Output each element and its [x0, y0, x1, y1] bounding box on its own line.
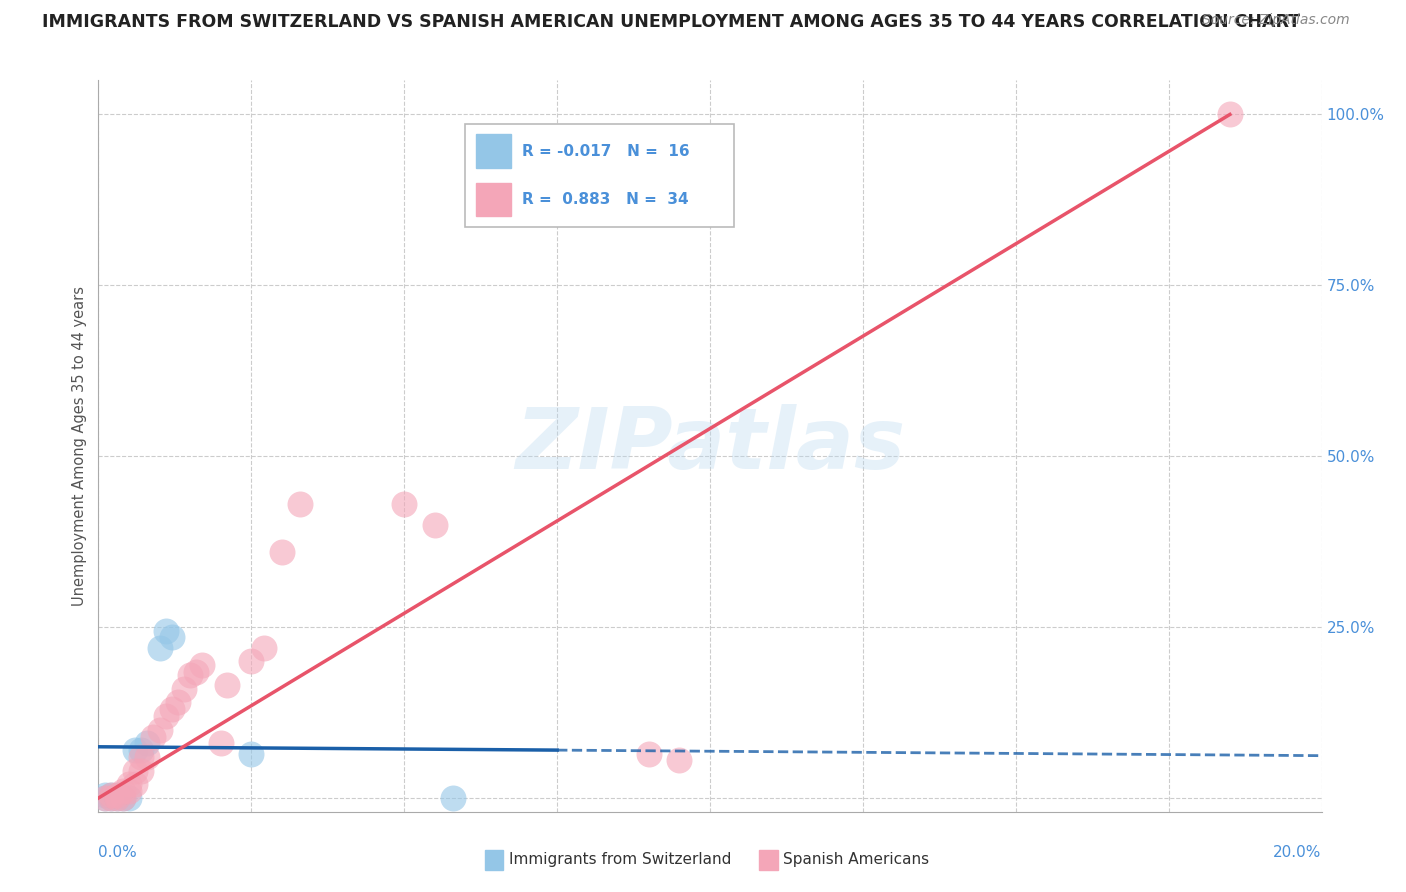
Point — [173, 681, 195, 696]
Point — [100, 788, 122, 802]
Point — [100, 788, 122, 802]
Text: IMMIGRANTS FROM SWITZERLAND VS SPANISH AMERICAN UNEMPLOYMENT AMONG AGES 35 TO 44: IMMIGRANTS FROM SWITZERLAND VS SPANISH A… — [42, 13, 1301, 31]
Point — [124, 777, 146, 791]
Point — [124, 764, 146, 778]
Point — [270, 545, 292, 559]
Point — [129, 764, 152, 778]
Point — [240, 654, 263, 668]
Point — [93, 791, 115, 805]
Point — [105, 788, 128, 802]
Point — [129, 750, 152, 764]
Point — [100, 791, 122, 805]
Bar — [477, 183, 512, 217]
Point — [149, 723, 172, 737]
Point — [124, 743, 146, 757]
Text: 20.0%: 20.0% — [1274, 845, 1322, 860]
Point — [93, 788, 115, 802]
Point — [423, 517, 446, 532]
Point — [637, 747, 661, 761]
Text: ZIPatlas: ZIPatlas — [515, 404, 905, 488]
Point — [136, 750, 159, 764]
Point — [105, 791, 128, 805]
Point — [191, 657, 214, 672]
Point — [149, 640, 172, 655]
Point — [93, 791, 115, 805]
Text: Spanish Americans: Spanish Americans — [783, 853, 929, 867]
Point — [392, 497, 416, 511]
Point — [186, 665, 208, 679]
FancyBboxPatch shape — [465, 124, 734, 227]
Point — [160, 702, 183, 716]
Point — [136, 736, 159, 750]
Point — [118, 791, 141, 805]
Point — [111, 791, 134, 805]
Point — [105, 791, 128, 805]
Point — [111, 784, 134, 798]
Text: R =  0.883   N =  34: R = 0.883 N = 34 — [522, 192, 689, 207]
Point — [111, 791, 134, 805]
Point — [129, 743, 152, 757]
Text: Source: ZipAtlas.com: Source: ZipAtlas.com — [1202, 13, 1350, 28]
Point — [105, 788, 128, 802]
Y-axis label: Unemployment Among Ages 35 to 44 years: Unemployment Among Ages 35 to 44 years — [72, 286, 87, 606]
Point — [1219, 107, 1241, 121]
Point — [215, 678, 238, 692]
Bar — [477, 135, 512, 169]
Point — [179, 668, 201, 682]
Text: 0.0%: 0.0% — [98, 845, 138, 860]
Text: R = -0.017   N =  16: R = -0.017 N = 16 — [522, 145, 689, 160]
Point — [155, 624, 177, 638]
Point — [155, 709, 177, 723]
Text: Immigrants from Switzerland: Immigrants from Switzerland — [509, 853, 731, 867]
Point — [209, 736, 232, 750]
Point — [441, 791, 464, 805]
Point — [240, 747, 263, 761]
Point — [118, 784, 141, 798]
Point — [142, 730, 165, 744]
Point — [668, 754, 690, 768]
Point — [160, 631, 183, 645]
Point — [100, 791, 122, 805]
Point — [290, 497, 312, 511]
Point — [167, 695, 190, 709]
Point — [118, 777, 141, 791]
Point — [252, 640, 274, 655]
